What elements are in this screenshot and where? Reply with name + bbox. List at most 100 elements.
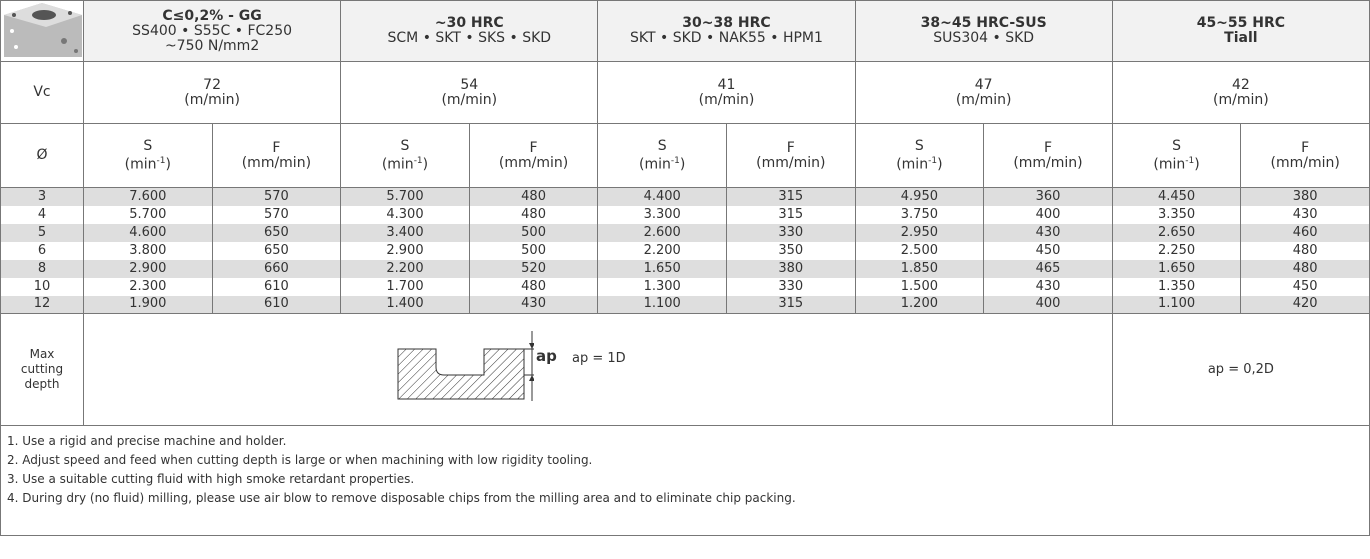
diagram-wrap: ap ap = 1D	[84, 315, 1112, 425]
feed: 380	[1240, 187, 1370, 206]
diameter: 8	[0, 259, 84, 278]
feed: 660	[211, 259, 342, 278]
s-unit-sup: -1	[413, 155, 423, 166]
feed: 460	[1240, 223, 1370, 242]
speed: 2.950	[854, 223, 985, 242]
feed: 330	[725, 277, 856, 296]
speed: 4.400	[597, 187, 727, 206]
speed: 4.600	[83, 223, 213, 242]
feed: 350	[725, 241, 856, 260]
s-unit: (min-1)	[856, 154, 984, 173]
speed: 1.900	[83, 295, 213, 314]
s-unit-close: )	[937, 156, 943, 173]
material-title: 45~55 HRC	[1196, 15, 1286, 31]
speed: 1.650	[1111, 259, 1242, 278]
speed: 3.800	[83, 241, 213, 260]
diameter: 5	[0, 223, 84, 242]
s-unit: (min-1)	[341, 154, 469, 173]
vc-value: 41	[717, 76, 736, 93]
f-header: F (mm/min)	[983, 123, 1113, 188]
row: 3 7.600 570 5.700 480 4.400 315 4.950 360 4.450 38…	[0, 187, 1370, 206]
row: 1. Use a rigid and precise machine and h…	[0, 425, 1370, 536]
feed: 610	[211, 295, 342, 314]
s-header: S (min-1)	[597, 123, 727, 188]
depth-label-line: Max	[29, 347, 55, 361]
feed: 480	[468, 187, 599, 206]
vc-value: 47	[974, 76, 993, 93]
vc-cell: 42 (m/min)	[1111, 61, 1370, 124]
speed: 1.500	[854, 277, 985, 296]
vc-value: 42	[1231, 76, 1250, 93]
f-unit: (mm/min)	[498, 154, 569, 171]
dia-label: Ø	[0, 123, 84, 188]
speed: 2.250	[1111, 241, 1242, 260]
f-unit: (mm/min)	[241, 154, 312, 171]
speed: 4.450	[1111, 187, 1242, 206]
material-header: ~30 HRC SCM • SKT • SKS • SKD	[340, 0, 599, 62]
speed: 5.700	[83, 205, 213, 224]
feed: 610	[211, 277, 342, 296]
feed: 430	[983, 277, 1113, 296]
row: 10 2.300 610 1.700 480 1.300 330 1.500 430 1.350 4…	[0, 277, 1370, 296]
material-header: C≤0,2% - GG SS400 • S55C • FC250 ~750 N/mm…	[82, 0, 342, 62]
s-unit-base: (min	[896, 156, 929, 173]
depth-label-line: cutting	[20, 362, 64, 376]
ap-02d: ap = 0,2D	[1111, 313, 1370, 426]
f-label: F	[529, 139, 538, 156]
s-label: S	[143, 137, 153, 154]
speed: 3.400	[340, 223, 470, 242]
row: 12 1.900 610 1.400 430 1.100 315 1.200 400 1.100 4…	[0, 295, 1370, 314]
material-title: 30~38 HRC	[682, 15, 771, 31]
s-header: S (min-1)	[340, 123, 470, 188]
s-unit: (min-1)	[1113, 154, 1241, 173]
speed: 3.350	[1111, 205, 1242, 224]
vc-label: Vc	[0, 61, 84, 124]
f-header: F (mm/min)	[468, 123, 599, 188]
material-header: 45~55 HRC Tiall	[1111, 0, 1370, 62]
cutting-table: C≤0,2% - GG SS400 • S55C • FC250 ~750 N/mm…	[0, 0, 1370, 536]
material-title: C≤0,2% - GG	[162, 7, 262, 24]
speed: 3.300	[597, 205, 727, 224]
material-subtitle: ~750 N/mm2	[164, 37, 260, 54]
s-label: S	[657, 137, 667, 154]
speed: 7.600	[83, 187, 213, 206]
speed: 2.200	[597, 241, 727, 260]
material-subtitle: SUS304 • SKD	[933, 30, 1035, 46]
depth-sketch	[397, 330, 534, 401]
f-label: F	[786, 139, 795, 156]
row: Ø S (min-1) F (mm/min) S (min-1) F (mm/min) S (min…	[0, 123, 1370, 188]
feed: 520	[468, 259, 599, 278]
s-header: S (min-1)	[83, 123, 213, 188]
diameter: 3	[0, 187, 84, 206]
depth-label: Max cutting depth	[0, 313, 84, 426]
feed: 500	[468, 223, 599, 242]
row: 6 3.800 650 2.900 500 2.200 350 2.500 450 2.250 48…	[0, 241, 1370, 260]
ap-1d: ap = 1D	[572, 350, 626, 366]
speed: 1.850	[854, 259, 985, 278]
feed: 465	[983, 259, 1113, 278]
feed: 430	[983, 223, 1113, 242]
feed: 315	[725, 205, 856, 224]
vc-unit: (m/min)	[441, 91, 498, 108]
s-label: S	[1172, 137, 1182, 154]
speed: 1.400	[340, 295, 470, 314]
vc-unit: (m/min)	[1213, 91, 1269, 108]
feed: 480	[468, 205, 599, 224]
diameter: 6	[0, 241, 84, 260]
feed: 380	[725, 259, 856, 278]
speed: 3.750	[854, 205, 985, 224]
feed: 570	[211, 187, 342, 206]
material-icon	[0, 0, 84, 62]
row: Vc 72 (m/min) 54 (m/min) 41 (m/min) 47 (m/min) 42…	[0, 61, 1370, 124]
vc-unit: (m/min)	[698, 91, 755, 108]
note: 4. During dry (no fluid) milling, please…	[7, 491, 796, 505]
speed: 2.900	[83, 259, 213, 278]
s-unit-close: )	[165, 156, 171, 173]
feed: 480	[468, 277, 599, 296]
note: 1. Use a rigid and precise machine and h…	[7, 434, 287, 448]
feed: 315	[725, 187, 856, 206]
vc-unit: (m/min)	[955, 91, 1012, 108]
feed: 450	[1240, 277, 1370, 296]
s-unit-sup: -1	[156, 155, 166, 166]
feed: 400	[983, 295, 1113, 314]
